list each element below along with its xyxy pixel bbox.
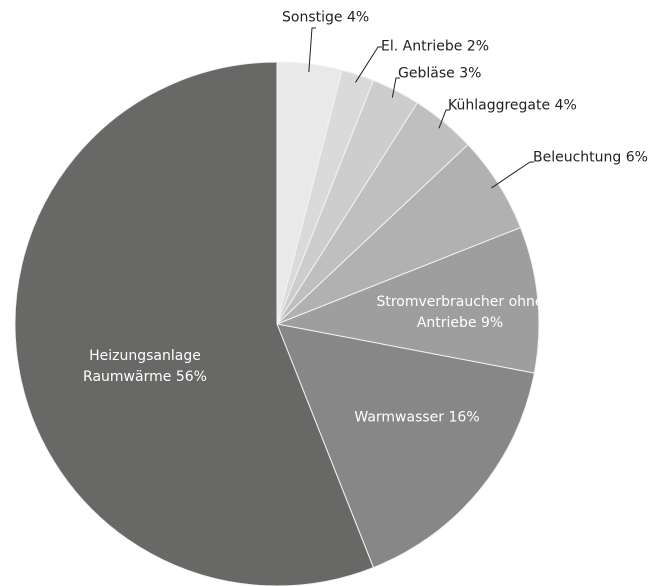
category-label: Beleuchtung [533, 149, 622, 166]
slice-label: Heizungsanlage Raumwärme 56% [65, 346, 225, 388]
category-label: Heizungsanlage Raumwärme [83, 348, 201, 385]
slice-label: El. Antriebe 2% [381, 37, 489, 58]
value-label: 56% [175, 369, 207, 385]
slice-label: Kühlaggregate 4% [448, 96, 577, 117]
slice-label: Beleuchtung 6% [533, 148, 648, 169]
value-label: 4% [554, 97, 577, 114]
category-label: El. Antriebe [381, 38, 463, 55]
category-label: Kühlaggregate [448, 97, 551, 114]
pie-slice [14, 61, 375, 586]
value-label: 6% [625, 149, 648, 166]
value-label: 16% [448, 409, 480, 426]
slice-label: Warmwasser 16% [332, 408, 502, 429]
pie-slice [276, 323, 535, 569]
value-label: 2% [466, 38, 490, 55]
category-label: Sonstige [282, 9, 343, 26]
slice-label: Gebläse 3% [398, 64, 481, 85]
leader-line [438, 109, 450, 129]
category-label: Warmwasser [354, 409, 445, 426]
category-label: Gebläse [398, 65, 455, 82]
value-label: 4% [346, 9, 370, 26]
value-label: 9% [480, 315, 504, 331]
leader-line [355, 46, 382, 83]
slice-label: Sonstige 4% [282, 8, 369, 29]
pie-slice [275, 226, 540, 374]
leader-line [308, 27, 316, 73]
slice-label: Stromverbraucher ohne Antriebe 9% [375, 292, 545, 334]
leader-line [391, 77, 400, 98]
value-label: 3% [459, 65, 482, 82]
category-label: Stromverbraucher ohne Antriebe [376, 294, 544, 331]
leader-line [491, 161, 534, 189]
